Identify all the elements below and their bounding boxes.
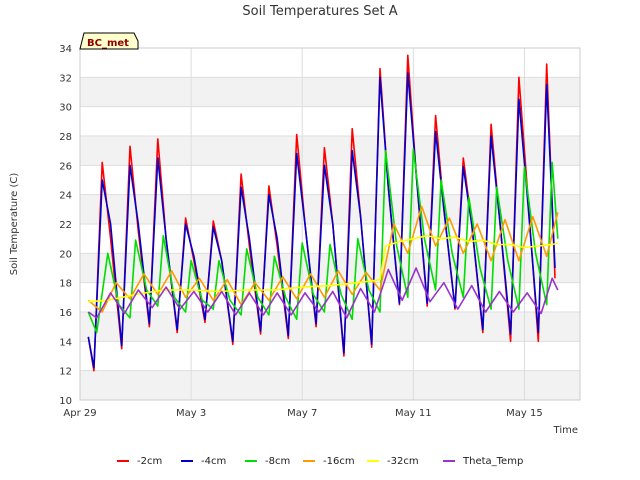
y-axis-label: Soil Temperature (C): [9, 173, 20, 276]
legend: -2cm -4cm -8cm -16cm -32cm Theta_Temp: [117, 456, 523, 467]
series-line--4cm: [87, 72, 556, 369]
x-axis-label: Time: [553, 425, 578, 436]
x-tick-label: May 11: [395, 408, 432, 419]
plot-band: [80, 77, 580, 107]
plot-band: [80, 370, 580, 400]
series-line--32cm: [88, 234, 558, 303]
x-tick-label: May 15: [506, 408, 543, 419]
y-tick-label: 32: [59, 73, 72, 84]
y-tick-label: 10: [59, 396, 72, 407]
plot-band: [80, 253, 580, 283]
badge-label: BC_met: [87, 38, 129, 49]
legend-label: -4cm: [201, 456, 226, 467]
legend-label: -8cm: [265, 456, 290, 467]
y-tick-label: 24: [59, 191, 72, 202]
y-tick-label: 26: [59, 161, 72, 172]
station-badge: BC_met: [79, 32, 139, 50]
y-tick-label: 14: [59, 337, 72, 348]
data-series: [87, 54, 559, 372]
x-tick-label: May 3: [176, 408, 206, 419]
y-tick-label: 12: [59, 367, 72, 378]
legend-label: -2cm: [137, 456, 162, 467]
y-tick-label: 16: [59, 308, 72, 319]
series-line--8cm: [87, 148, 559, 334]
chart-title: Soil Temperatures Set A: [242, 4, 397, 19]
series-line--16cm: [87, 205, 559, 313]
legend-label: -32cm: [387, 456, 419, 467]
y-tick-label: 22: [59, 220, 72, 231]
x-axis-ticks: Apr 29 May 3 May 7 May 11 May 15: [63, 408, 542, 419]
badge-shape: [79, 32, 139, 50]
legend-label: Theta_Temp: [462, 456, 523, 467]
plot-frame: [79, 47, 581, 401]
y-tick-label: 20: [59, 249, 72, 260]
x-tick-label: May 7: [287, 408, 317, 419]
y-tick-label: 30: [59, 103, 72, 114]
plot-band: [80, 136, 580, 166]
legend-label: -16cm: [323, 456, 355, 467]
y-axis-ticks: 10 12 14 16 18 20 22 24 26 28 30 32 34: [59, 44, 72, 407]
y-tick-label: 28: [59, 132, 72, 143]
plot-band: [80, 312, 580, 342]
x-tick-label: Apr 29: [63, 408, 96, 419]
series-line-theta-temp: [87, 267, 559, 319]
y-tick-label: 18: [59, 279, 72, 290]
y-tick-label: 34: [59, 44, 72, 55]
